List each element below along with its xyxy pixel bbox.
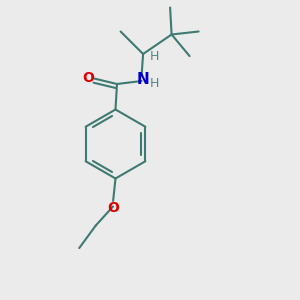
Text: H: H [150,50,159,63]
Text: N: N [136,72,149,87]
Text: O: O [107,201,119,214]
Text: H: H [149,77,159,90]
Text: O: O [82,71,94,85]
